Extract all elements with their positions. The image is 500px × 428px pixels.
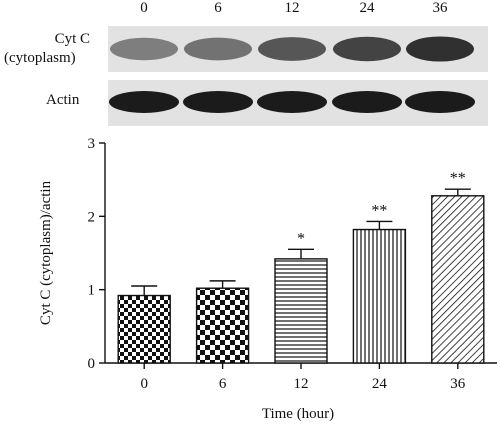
blot-row-label-cytc-line1: Cyt C <box>54 31 90 47</box>
chart-bars: ***** <box>117 170 485 364</box>
significance-24: ** <box>371 202 387 219</box>
x-tick-label-36: 36 <box>450 376 466 392</box>
y-tick-label-2: 2 <box>88 209 96 225</box>
bar-36 <box>431 195 485 364</box>
actin-band-36 <box>405 91 475 113</box>
blot-row-label-cytc-line2: (cytoplasm) <box>4 50 76 66</box>
blot-row-label-actin: Actin <box>46 92 80 108</box>
actin-band-6 <box>183 91 253 113</box>
lane-label-0: 0 <box>140 0 148 16</box>
cytc-band-12 <box>258 37 326 61</box>
y-tick-label-1: 1 <box>88 283 96 299</box>
cytc-band-6 <box>184 37 252 61</box>
x-tick-label-12: 12 <box>294 376 309 392</box>
lane-label-6: 6 <box>214 0 222 16</box>
cytc-band-24 <box>333 36 401 62</box>
cytc-band-0 <box>110 37 178 61</box>
bar-24 <box>352 228 407 364</box>
lane-label-24: 24 <box>359 0 375 16</box>
actin-band-12 <box>257 91 327 113</box>
bar-6 <box>195 287 250 364</box>
x-axis-label: Time (hour) <box>262 406 334 422</box>
y-tick-label-0: 0 <box>88 356 96 372</box>
blot-bands <box>109 36 475 113</box>
significance-12: * <box>297 230 305 247</box>
x-tick-label-6: 6 <box>219 376 227 392</box>
bar-12 <box>274 258 328 364</box>
blot-row-label-cytc: Cyt C (cytoplasm) <box>4 30 104 68</box>
significance-36: ** <box>450 170 466 187</box>
actin-band-0 <box>109 91 179 113</box>
y-axis-label: Cyt C (cytoplasm)/actin <box>38 180 54 325</box>
bar-0 <box>117 294 171 364</box>
cytc-band-36 <box>406 36 474 62</box>
x-tick-label-0: 0 <box>140 376 148 392</box>
lane-label-12: 12 <box>284 0 300 16</box>
y-tick-label-3: 3 <box>88 136 96 152</box>
lane-label-36: 36 <box>432 0 448 16</box>
actin-band-24 <box>332 91 402 113</box>
x-tick-label-24: 24 <box>372 376 388 392</box>
